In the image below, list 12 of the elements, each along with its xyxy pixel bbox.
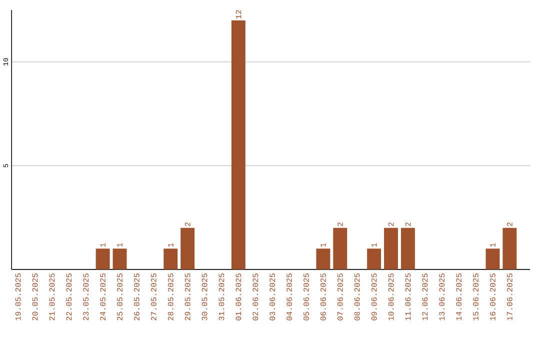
bar (112, 248, 127, 270)
bar (231, 20, 246, 270)
bar (502, 228, 517, 270)
bar (486, 248, 500, 270)
bar (96, 248, 110, 270)
bar (400, 228, 415, 270)
bar (384, 228, 398, 270)
bar (180, 228, 195, 270)
bar (367, 248, 382, 270)
bar (333, 228, 348, 270)
bar (164, 248, 178, 270)
bar (316, 248, 330, 270)
